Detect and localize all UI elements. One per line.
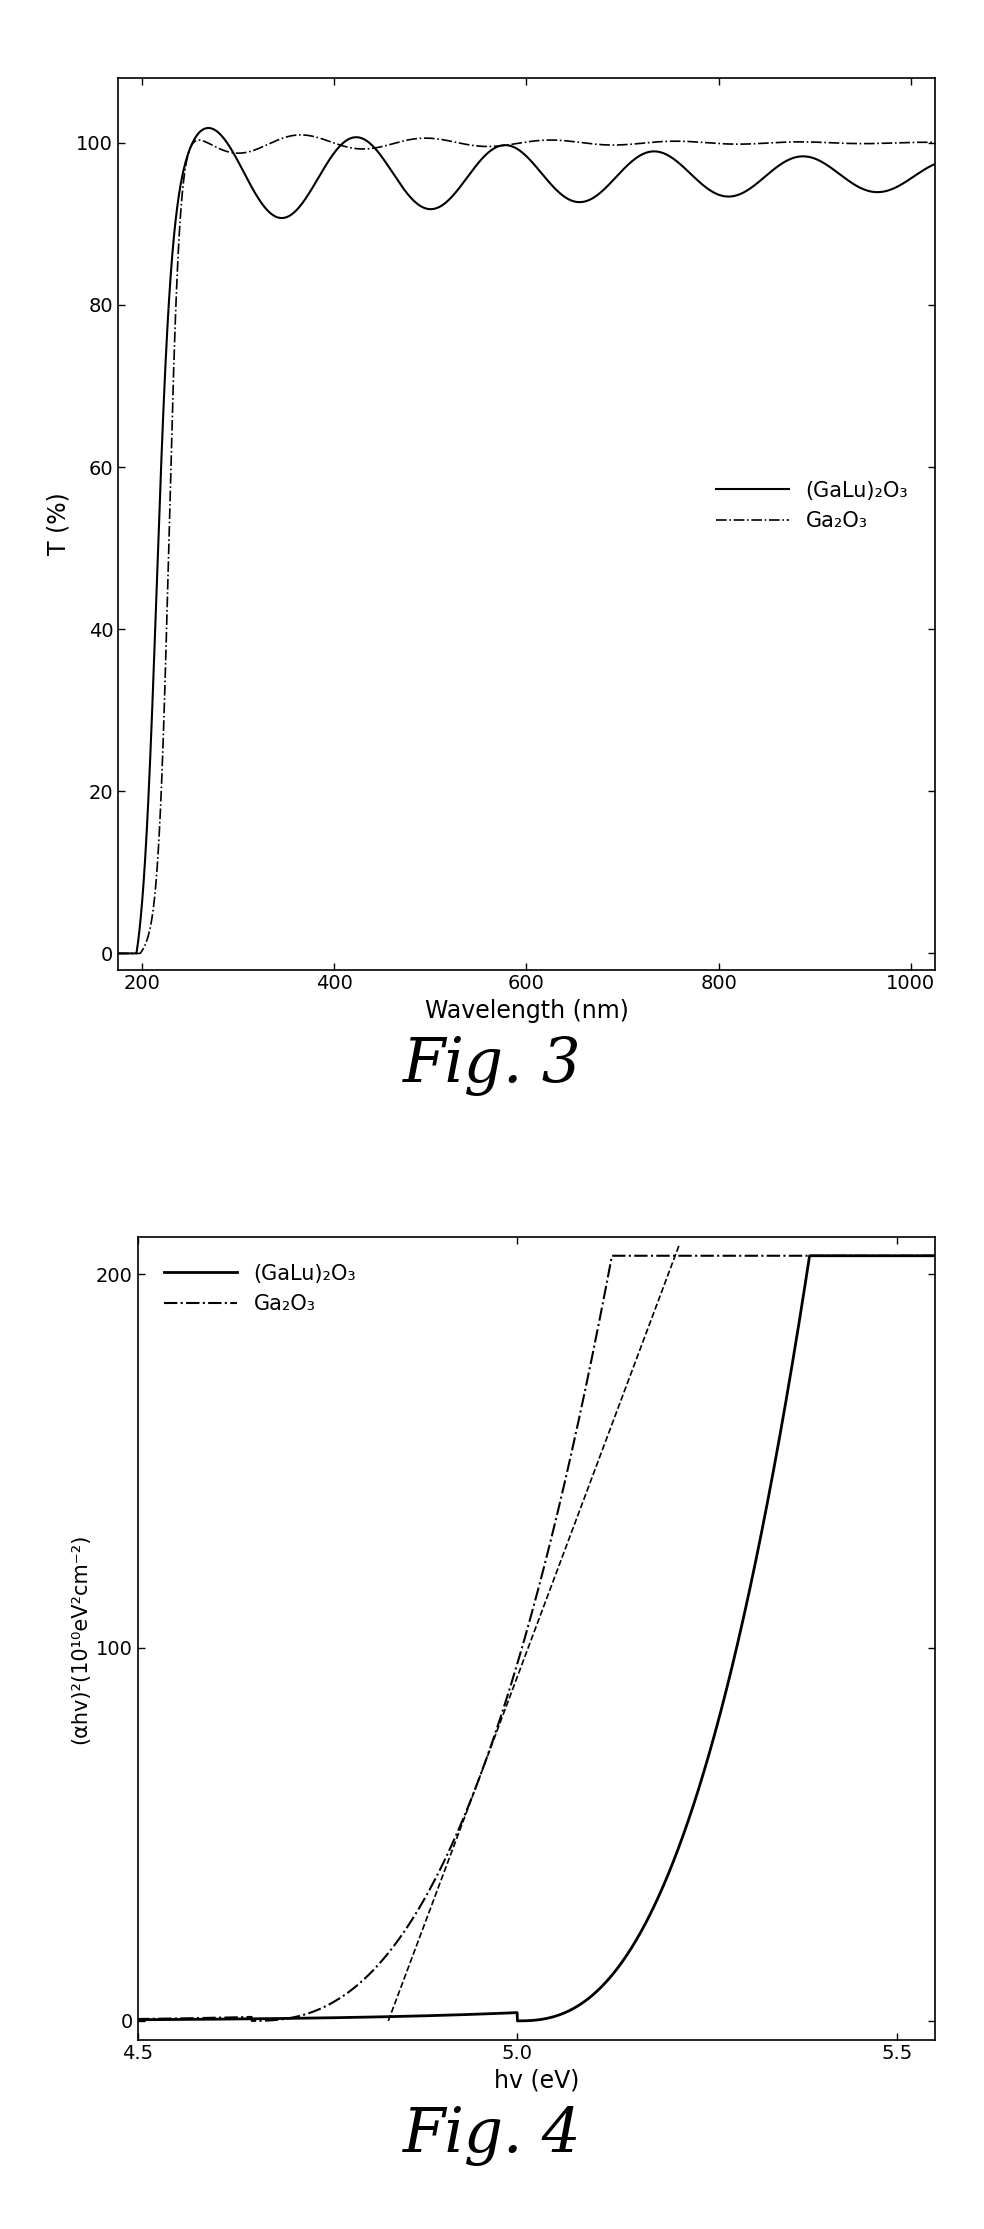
Ga₂O₃ — [937, 1242, 949, 1268]
(GaLu)₂O₃ — [804, 1242, 816, 1268]
Ga₂O₃ — [112, 941, 124, 967]
Ga₂O₃ — [272, 2006, 283, 2033]
(GaLu)₂O₃ — [834, 1242, 846, 1268]
(GaLu)₂O₃ — [223, 2006, 235, 2033]
Ga₂O₃ — [461, 132, 473, 158]
Ga₂O₃ — [606, 1242, 618, 1268]
Y-axis label: T (%): T (%) — [47, 493, 71, 555]
(GaLu)₂O₃ — [203, 114, 215, 140]
Ga₂O₃ — [426, 125, 438, 152]
Ga₂O₃ — [441, 1843, 453, 1870]
(GaLu)₂O₃ — [426, 196, 438, 223]
(GaLu)₂O₃ — [112, 941, 124, 967]
(GaLu)₂O₃ — [475, 2002, 487, 2028]
(GaLu)₂O₃ — [272, 2006, 283, 2033]
Ga₂O₃ — [223, 2004, 235, 2031]
(GaLu)₂O₃ — [937, 1242, 949, 1268]
X-axis label: Wavelength (nm): Wavelength (nm) — [424, 999, 629, 1023]
(GaLu)₂O₃ — [206, 116, 217, 143]
Text: Fig. 4: Fig. 4 — [402, 2106, 582, 2167]
(GaLu)₂O₃ — [921, 1242, 933, 1268]
Ga₂O₃ — [826, 129, 837, 156]
Line: Ga₂O₃: Ga₂O₃ — [138, 1255, 943, 2022]
(GaLu)₂O₃ — [913, 160, 925, 187]
(GaLu)₂O₃ — [929, 152, 941, 178]
Ga₂O₃ — [132, 2008, 144, 2035]
Line: (GaLu)₂O₃: (GaLu)₂O₃ — [138, 1255, 943, 2022]
Ga₂O₃ — [913, 129, 925, 156]
Y-axis label: (αhv)²(10¹⁰eV²cm⁻²): (αhv)²(10¹⁰eV²cm⁻²) — [71, 1534, 91, 1743]
Legend: (GaLu)₂O₃, Ga₂O₃: (GaLu)₂O₃, Ga₂O₃ — [164, 1264, 356, 1313]
Legend: (GaLu)₂O₃, Ga₂O₃: (GaLu)₂O₃, Ga₂O₃ — [715, 481, 908, 531]
Ga₂O₃ — [921, 1242, 933, 1268]
Ga₂O₃ — [929, 129, 941, 156]
X-axis label: hv (eV): hv (eV) — [494, 2069, 579, 2093]
(GaLu)₂O₃ — [254, 187, 266, 214]
Ga₂O₃ — [295, 123, 307, 149]
Line: (GaLu)₂O₃: (GaLu)₂O₃ — [118, 127, 935, 954]
(GaLu)₂O₃ — [441, 2002, 453, 2028]
(GaLu)₂O₃ — [826, 154, 837, 181]
Text: Fig. 3: Fig. 3 — [402, 1036, 582, 1097]
Ga₂O₃ — [834, 1242, 846, 1268]
Ga₂O₃ — [254, 134, 266, 160]
(GaLu)₂O₃ — [461, 165, 473, 192]
Ga₂O₃ — [206, 132, 217, 158]
Line: Ga₂O₃: Ga₂O₃ — [118, 136, 935, 954]
(GaLu)₂O₃ — [132, 2008, 144, 2035]
Ga₂O₃ — [475, 1759, 487, 1785]
